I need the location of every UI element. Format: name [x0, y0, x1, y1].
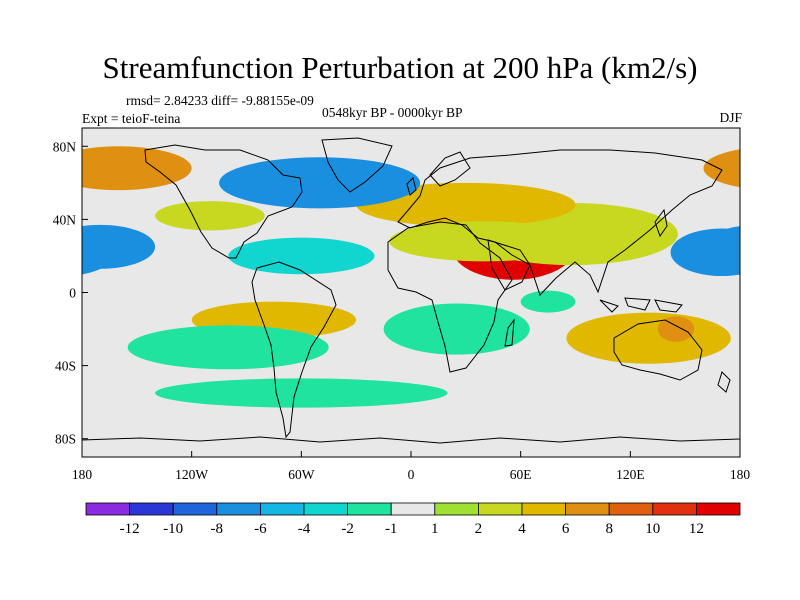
experiment-label: Expt = teioF-teina — [82, 111, 181, 126]
field-region-1 — [0, 203, 20, 265]
y-tick-label-1: 40N — [53, 212, 77, 227]
colorbar-swatch-13 — [652, 502, 697, 516]
colorbar-swatch-2 — [172, 502, 218, 516]
y-tick-label-3: 40S — [55, 359, 76, 374]
period-label: 0548kyr BP - 0000kyr BP — [322, 105, 463, 120]
field-region-16 — [155, 378, 448, 408]
colorbar-label-6: -1 — [385, 521, 398, 537]
colorbar-swatch-0 — [85, 502, 130, 516]
colorbar-label-3: -6 — [254, 521, 267, 537]
field-region-5 — [520, 290, 576, 313]
season-label: DJF — [719, 110, 742, 125]
field-region-3 — [389, 221, 580, 262]
colorbar: -12 -10 -8 -6 -4 -2 -1 1 2 4 6 8 10 12 — [85, 502, 741, 537]
stats-label: rmsd= 2.84233 diff= -9.88155e-09 — [126, 93, 314, 108]
colorbar-swatch-14 — [696, 502, 741, 516]
field-region-12 — [155, 201, 265, 231]
colorbar-swatch-9 — [477, 502, 523, 516]
colorbar-swatch-8 — [434, 502, 479, 516]
field-region-4 — [383, 303, 530, 355]
colorbar-label-7: 1 — [431, 521, 439, 537]
field-region-11 — [219, 157, 421, 209]
x-tick-label-4: 60E — [510, 467, 532, 482]
colorbar-label-0: -12 — [120, 521, 140, 537]
field-region-10 — [703, 149, 740, 188]
field-region-9 — [82, 230, 115, 275]
x-tick-label-6: 180 — [730, 467, 751, 482]
y-tick-label-4: 80S — [55, 432, 76, 447]
x-tick-label-1: 120W — [175, 467, 208, 482]
x-tick-label-2: 60W — [288, 467, 315, 482]
colorbar-label-1: -10 — [163, 521, 183, 537]
colorbar-swatch-10 — [521, 502, 566, 516]
colorbar-label-5: -2 — [341, 521, 354, 537]
y-tick-label-0: 80N — [53, 139, 77, 154]
colorbar-swatch-5 — [303, 502, 348, 516]
x-axis: 180 120W 60W 0 60E 120E 180 — [72, 451, 751, 482]
colorbar-swatch-7 — [390, 502, 436, 516]
field-region-7 — [657, 316, 695, 342]
field-region-6 — [0, 313, 73, 364]
field-region-7 — [0, 316, 36, 342]
x-tick-label-5: 120E — [616, 467, 645, 482]
field-region-15 — [786, 325, 800, 369]
chart-title: Streamfunction Perturbation at 200 hPa (… — [102, 50, 698, 85]
y-tick-label-2: 0 — [69, 286, 76, 301]
field-region-10 — [82, 146, 192, 191]
field-region-13 — [228, 237, 375, 275]
colorbar-swatch-12 — [608, 502, 654, 516]
colorbar-swatch-4 — [259, 502, 305, 516]
colorbar-swatch-1 — [129, 502, 174, 516]
x-tick-label-3: 0 — [408, 467, 415, 482]
coastlines — [82, 137, 740, 444]
colorbar-label-2: -8 — [211, 521, 224, 537]
y-axis: 80N 40N 0 40S 80S — [53, 139, 88, 447]
colorbar-label-10: 6 — [562, 521, 570, 537]
colorbar-label-13: 12 — [689, 521, 704, 537]
colorbar-label-4: -4 — [298, 521, 311, 537]
field-region-15 — [127, 325, 329, 370]
colorbar-swatch-3 — [216, 502, 261, 516]
colorbar-swatch-11 — [565, 502, 610, 516]
colorbar-swatch-6 — [347, 502, 392, 516]
colorbar-label-9: 4 — [518, 521, 526, 537]
field-region-9 — [670, 228, 740, 277]
x-tick-label-0: 180 — [72, 467, 93, 482]
colorbar-label-8: 2 — [475, 521, 483, 537]
field-region-6 — [566, 312, 731, 364]
colorbar-label-11: 8 — [605, 521, 613, 537]
colorbar-label-12: 10 — [645, 521, 660, 537]
